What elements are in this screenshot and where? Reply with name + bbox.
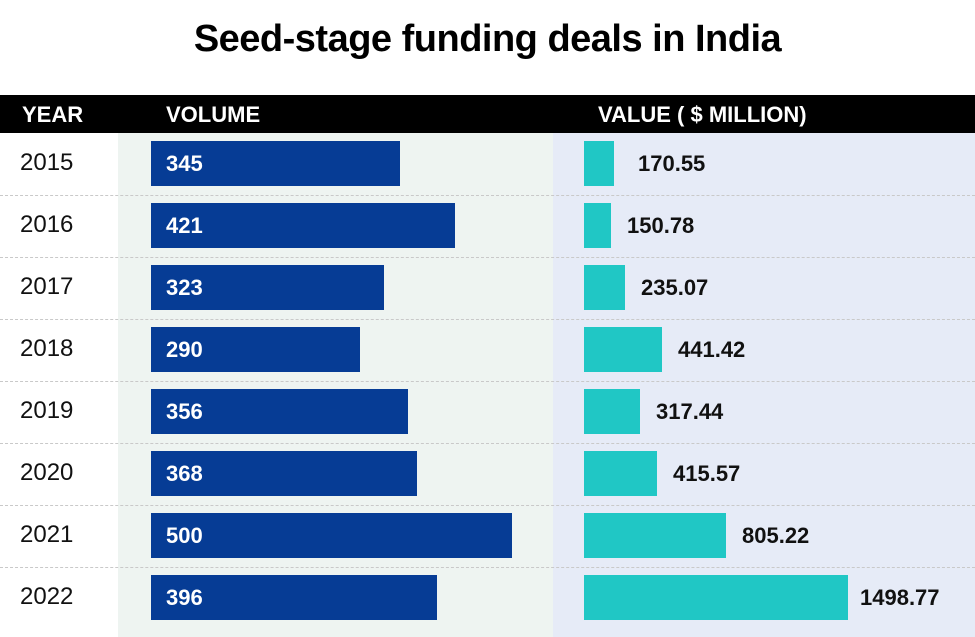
volume-bar: [151, 513, 512, 558]
value-label: 441.42: [678, 337, 746, 362]
volume-bar: [151, 327, 360, 372]
value-bar: [584, 265, 625, 310]
volume-label: 421: [166, 213, 203, 238]
year-label: 2017: [20, 273, 74, 300]
row-divider: [0, 195, 975, 196]
value-bar: [584, 141, 614, 186]
value-label: 317.44: [656, 399, 724, 424]
row-divider: [0, 443, 975, 444]
value-bar: [584, 575, 848, 620]
volume-label: 500: [166, 523, 203, 548]
volume-bar: [151, 265, 384, 310]
table-header: YEAR VOLUME VALUE ( $ MILLION): [0, 95, 975, 133]
year-label: 2019: [20, 397, 74, 424]
value-column-background: [553, 133, 975, 637]
row-divider: [0, 381, 975, 382]
volume-label: 396: [166, 585, 203, 610]
volume-label: 345: [166, 151, 203, 176]
volume-label: 290: [166, 337, 203, 362]
value-label: 235.07: [641, 275, 709, 300]
value-bar: [584, 451, 657, 496]
volume-bar: [151, 451, 417, 496]
value-bar: [584, 203, 611, 248]
row-divider: [0, 319, 975, 320]
volume-bar: [151, 389, 408, 434]
value-bar: [584, 513, 726, 558]
row-divider: [0, 505, 975, 506]
value-label: 415.57: [673, 461, 741, 486]
volume-bar: [151, 203, 455, 248]
volume-bar: [151, 141, 400, 186]
year-label: 2018: [20, 335, 74, 362]
year-label: 2022: [20, 583, 74, 610]
year-label: 2015: [20, 149, 74, 176]
header-volume: VOLUME: [166, 102, 261, 127]
value-label: 805.22: [742, 523, 810, 548]
volume-label: 368: [166, 461, 203, 486]
year-label: 2016: [20, 211, 74, 238]
value-bar: [584, 389, 640, 434]
chart-title: Seed-stage funding deals in India: [193, 18, 782, 60]
volume-bar: [151, 575, 437, 620]
value-label: 1498.77: [860, 585, 940, 610]
header-value: VALUE ( $ MILLION): [598, 102, 807, 127]
volume-label: 356: [166, 399, 203, 424]
row-divider: [0, 257, 975, 258]
volume-label: 323: [166, 275, 203, 300]
year-label: 2020: [20, 459, 74, 486]
value-label: 170.55: [638, 151, 706, 176]
row-divider: [0, 567, 975, 568]
value-label: 150.78: [627, 213, 695, 238]
value-bar: [584, 327, 662, 372]
header-year: YEAR: [22, 102, 84, 127]
year-label: 2021: [20, 521, 74, 548]
